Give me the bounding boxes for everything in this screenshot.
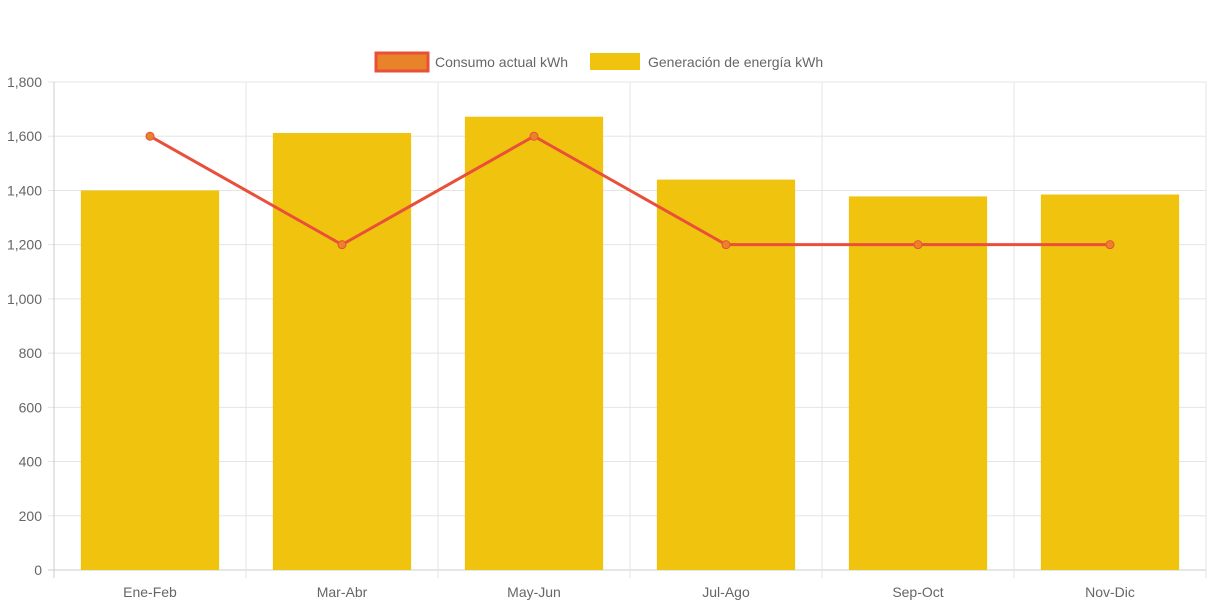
legend-swatch-generacion[interactable] (590, 53, 640, 70)
y-tick-label: 1,200 (7, 237, 42, 253)
point-consumo[interactable] (337, 240, 347, 250)
bar-generacion[interactable] (1040, 194, 1180, 570)
legend-label-generacion[interactable]: Generación de energía kWh (648, 54, 823, 70)
y-tick-label: 1,400 (7, 182, 42, 198)
bar-generacion[interactable] (272, 132, 412, 571)
x-tick-label: Nov-Dic (1085, 584, 1135, 600)
y-tick-label: 1,000 (7, 291, 42, 307)
bar-generacion[interactable] (848, 196, 988, 571)
point-consumo[interactable] (529, 131, 539, 141)
y-tick-label: 1,600 (7, 128, 42, 144)
bar-generacion[interactable] (464, 116, 604, 571)
bars (80, 116, 1180, 571)
point-consumo[interactable] (913, 240, 923, 250)
x-tick-label: Jul-Ago (702, 584, 750, 600)
y-tick-label: 1,800 (7, 74, 42, 90)
line-consumo (149, 134, 1110, 247)
y-tick-label: 400 (19, 454, 43, 470)
legend[interactable]: Consumo actual kWh Generación de energía… (374, 51, 823, 73)
point-consumo[interactable] (145, 131, 155, 141)
y-tick-label: 200 (19, 508, 43, 524)
y-tick-label: 0 (34, 562, 42, 578)
x-tick-label: Sep-Oct (892, 584, 943, 600)
bar-generacion[interactable] (656, 179, 796, 570)
axes: 0 200 400 600 800 1,000 1,200 1,400 1,600 1,800 En… (7, 74, 1135, 600)
x-tick-label: May-Jun (507, 584, 561, 600)
y-tick-label: 800 (19, 345, 43, 361)
point-consumo[interactable] (721, 240, 731, 250)
y-tick-label: 600 (19, 399, 43, 415)
point-consumo[interactable] (1105, 240, 1115, 250)
bar-generacion[interactable] (80, 190, 220, 570)
line-series (145, 131, 1115, 250)
legend-swatch-consumo[interactable] (374, 51, 430, 73)
grid (48, 81, 1207, 578)
x-tick-label: Ene-Feb (123, 584, 177, 600)
legend-label-consumo[interactable]: Consumo actual kWh (435, 54, 568, 70)
x-tick-label: Mar-Abr (317, 584, 368, 600)
